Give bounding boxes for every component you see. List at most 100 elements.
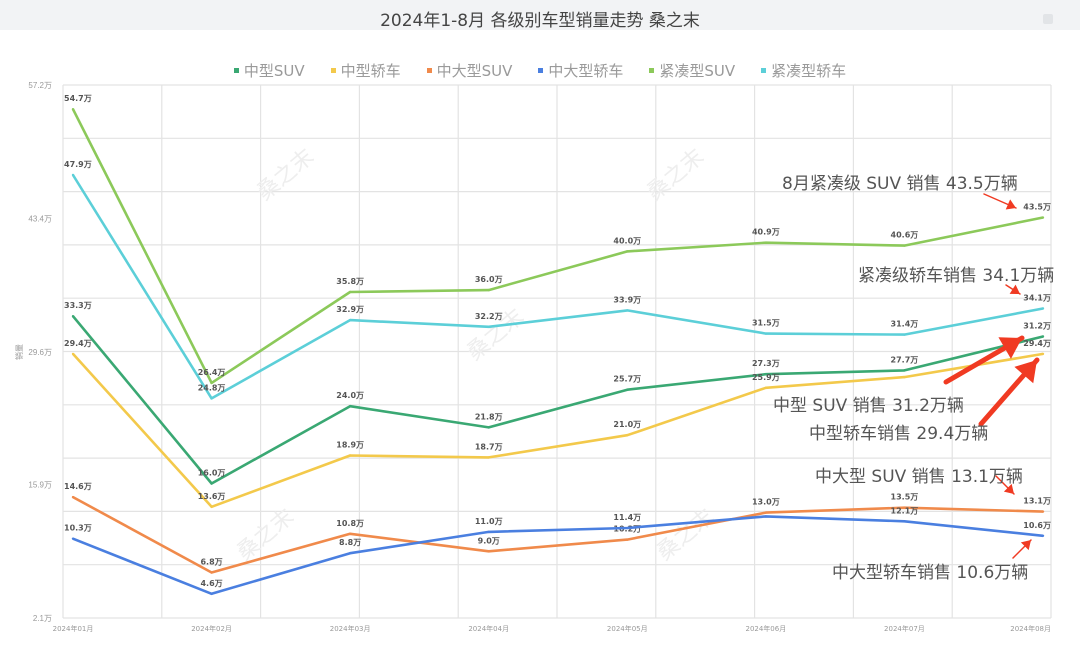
data-label: 13.0万 bbox=[752, 498, 780, 507]
legend-item[interactable]: 中大型SUV bbox=[426, 60, 512, 81]
data-point bbox=[71, 107, 75, 111]
x-tick-label: 2024年03月 bbox=[330, 624, 371, 633]
data-point bbox=[626, 388, 629, 391]
data-point bbox=[1041, 534, 1045, 537]
window-control-icon[interactable] bbox=[1043, 14, 1053, 24]
data-label: 18.7万 bbox=[475, 442, 503, 451]
data-label: 24.8万 bbox=[198, 383, 226, 392]
data-point bbox=[903, 375, 906, 379]
data-label: 12.1万 bbox=[891, 506, 919, 515]
data-point bbox=[903, 520, 906, 523]
data-label: 33.9万 bbox=[613, 295, 641, 304]
data-point bbox=[1041, 307, 1045, 310]
series-line bbox=[72, 495, 1044, 574]
data-point bbox=[903, 506, 906, 509]
data-point bbox=[626, 250, 629, 253]
x-tick-label: 2024年07月 bbox=[884, 624, 925, 633]
data-label: 33.3万 bbox=[64, 301, 92, 310]
legend-marker-icon bbox=[426, 68, 432, 73]
data-label: 10.3万 bbox=[64, 524, 92, 533]
data-label: 14.6万 bbox=[64, 482, 92, 491]
data-label: 40.0万 bbox=[613, 236, 641, 245]
data-point bbox=[903, 244, 906, 247]
series-line bbox=[72, 352, 1044, 509]
data-label: 32.2万 bbox=[475, 312, 503, 321]
data-label: 25.9万 bbox=[752, 373, 780, 382]
data-label: 13.6万 bbox=[198, 492, 226, 501]
watermark: 桑之末 bbox=[643, 144, 710, 206]
data-label: 31.4万 bbox=[891, 320, 919, 329]
annotation-large-suv: 中大型 SUV 销售 13.1万辆 bbox=[815, 467, 1023, 487]
annotation-compact-suv: 8月紧凑级 SUV 销售 43.5万辆 bbox=[782, 174, 1018, 194]
data-point bbox=[210, 381, 213, 385]
annotation-large-sedan: 中大型轿车销售 10.6万辆 bbox=[832, 563, 1029, 583]
data-label: 40.6万 bbox=[891, 231, 919, 240]
y-axis-label: 销量 bbox=[14, 344, 24, 360]
series-line bbox=[71, 174, 1044, 400]
annotation-mid-sedan: 中型轿车销售 29.4万辆 bbox=[809, 424, 989, 444]
data-point bbox=[487, 288, 490, 292]
data-label: 4.6万 bbox=[200, 579, 222, 588]
data-point bbox=[71, 537, 75, 540]
data-label: 47.9万 bbox=[64, 160, 92, 169]
data-point bbox=[764, 332, 768, 335]
legend-marker-icon bbox=[538, 68, 544, 73]
y-tick-label: 2.1万 bbox=[33, 614, 52, 623]
data-point bbox=[348, 404, 352, 408]
x-tick-label: 2024年05月 bbox=[607, 624, 648, 633]
data-point bbox=[1041, 510, 1045, 513]
data-point bbox=[348, 318, 352, 322]
data-label: 13.1万 bbox=[1023, 497, 1051, 506]
data-point bbox=[71, 173, 75, 177]
data-point bbox=[210, 482, 213, 485]
y-tick-label: 29.6万 bbox=[28, 348, 52, 357]
watermark: 桑之末 bbox=[253, 144, 320, 206]
data-point bbox=[487, 550, 490, 553]
data-label: 26.4万 bbox=[198, 368, 226, 377]
data-label: 10.6万 bbox=[1023, 521, 1051, 530]
data-label: 24.0万 bbox=[336, 391, 364, 400]
data-point bbox=[71, 314, 75, 318]
data-label: 10.8万 bbox=[336, 519, 364, 528]
x-tick-label: 2024年06月 bbox=[745, 624, 786, 633]
legend-marker-icon bbox=[233, 68, 239, 73]
y-tick-label: 57.2万 bbox=[28, 81, 52, 90]
legend-item[interactable]: 中型轿车 bbox=[330, 60, 401, 81]
data-label: 9.0万 bbox=[478, 536, 500, 545]
legend-label: 中型SUV bbox=[243, 62, 305, 80]
legend-marker-icon bbox=[649, 68, 655, 73]
legend-item[interactable]: 中型SUV bbox=[233, 60, 305, 81]
data-point bbox=[487, 325, 490, 329]
data-point bbox=[626, 309, 629, 312]
legend-item[interactable]: 紧凑型轿车 bbox=[761, 60, 846, 81]
data-point bbox=[487, 530, 490, 534]
data-point bbox=[1041, 216, 1045, 219]
data-label: 31.5万 bbox=[752, 319, 780, 328]
data-label: 34.1万 bbox=[1023, 293, 1051, 302]
legend-item[interactable]: 紧凑型SUV bbox=[649, 60, 735, 81]
legend-label: 紧凑型轿车 bbox=[771, 62, 847, 80]
data-label: 35.8万 bbox=[336, 277, 364, 286]
data-label: 18.9万 bbox=[336, 440, 364, 449]
data-label: 29.4万 bbox=[1023, 339, 1051, 348]
data-label: 16.0万 bbox=[198, 469, 226, 478]
data-label: 8.8万 bbox=[339, 538, 361, 547]
chart-title: 2024年1-8月 各级别车型销量走势 桑之末 bbox=[380, 11, 700, 31]
data-label: 6.8万 bbox=[200, 558, 222, 567]
data-label: 21.0万 bbox=[613, 420, 641, 429]
x-tick-label: 2024年02月 bbox=[191, 624, 232, 633]
data-point bbox=[487, 456, 490, 459]
data-point bbox=[210, 397, 213, 400]
arrow-icon-head bbox=[1003, 483, 1014, 494]
data-label: 31.2万 bbox=[1023, 322, 1051, 331]
legend-item[interactable]: 中大型轿车 bbox=[538, 60, 623, 81]
legend-label: 紧凑型SUV bbox=[659, 62, 736, 80]
arrow-icon-head bbox=[1020, 540, 1031, 551]
legend: 中型SUV 中型轿车 中大型SUV 中大型轿车 紧凑型SUV 紧凑型轿车 bbox=[0, 60, 1080, 81]
data-label: 29.4万 bbox=[64, 339, 92, 348]
data-point bbox=[626, 433, 629, 437]
data-label: 13.5万 bbox=[891, 493, 919, 502]
series-line bbox=[71, 108, 1044, 385]
data-point bbox=[71, 352, 75, 356]
data-label: 43.5万 bbox=[1023, 203, 1051, 212]
